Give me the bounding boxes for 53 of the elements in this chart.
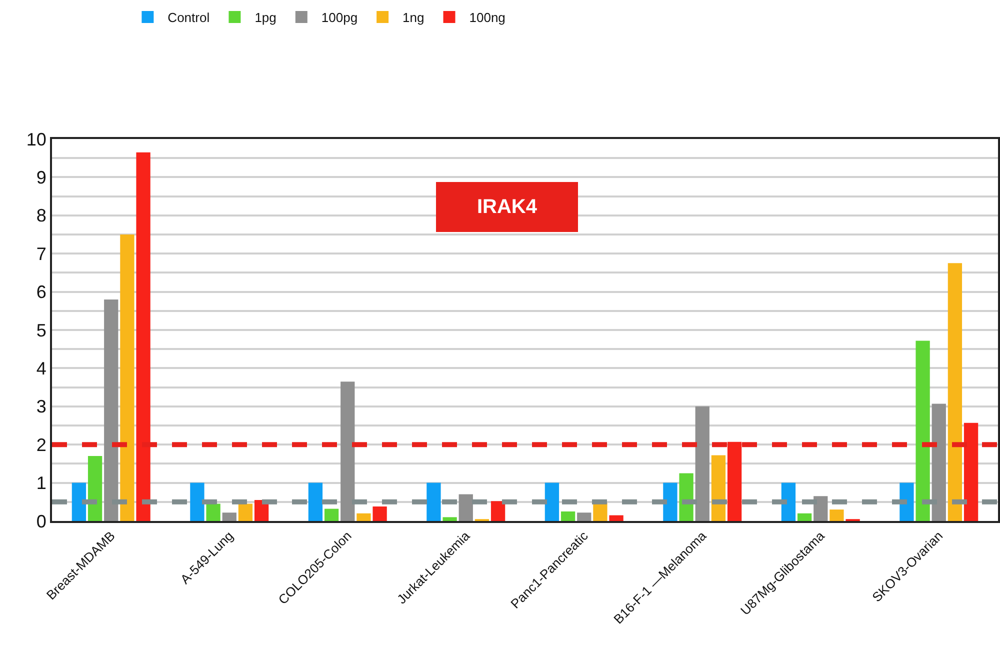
bar — [356, 513, 371, 521]
bar — [932, 404, 946, 521]
bar — [609, 515, 624, 521]
bar — [324, 508, 339, 521]
y-tick-label: 9 — [36, 168, 46, 188]
bar — [308, 482, 323, 521]
legend-label: 1pg — [254, 10, 276, 26]
y-tick-label: 3 — [36, 396, 46, 417]
y-tick-label: 2 — [36, 434, 46, 455]
bar — [695, 406, 710, 521]
y-tick-label: 7 — [36, 244, 46, 264]
bar — [442, 517, 457, 521]
legend-label: 100pg — [321, 10, 358, 26]
bar — [948, 263, 962, 521]
bar — [340, 382, 355, 521]
legend-label: 1ng — [402, 10, 424, 26]
bar — [900, 482, 914, 521]
y-tick-label: 0 — [36, 511, 46, 532]
bar — [797, 513, 812, 521]
bar — [814, 496, 828, 521]
y-tick-label: 1 — [36, 473, 46, 494]
y-tick-label: 10 — [26, 129, 46, 150]
y-tick-label: 5 — [36, 320, 46, 340]
bar — [544, 482, 560, 521]
bar — [88, 456, 102, 521]
bar — [663, 482, 678, 521]
bar — [372, 506, 387, 521]
bar — [458, 494, 473, 521]
bar — [206, 504, 220, 521]
bar — [830, 510, 844, 521]
bar — [577, 512, 592, 521]
bar — [190, 482, 204, 521]
y-tick-label: 4 — [36, 358, 46, 378]
bar — [104, 299, 118, 521]
bar — [120, 234, 134, 521]
bar — [679, 473, 694, 521]
bar — [426, 482, 441, 521]
bar — [781, 482, 796, 521]
bar — [136, 152, 150, 521]
bar — [711, 455, 726, 521]
bar — [727, 442, 742, 521]
bar — [222, 512, 236, 521]
bar — [916, 340, 930, 521]
bar — [238, 504, 253, 521]
legend-label: 100ng — [469, 10, 506, 26]
legend-label: Control — [168, 10, 210, 26]
bar — [490, 501, 506, 521]
bar — [72, 482, 86, 521]
label-badge: IRAK4 — [436, 182, 578, 232]
bar — [560, 511, 576, 521]
bar — [964, 422, 978, 521]
y-tick-label: 8 — [36, 206, 46, 226]
y-tick-label: 6 — [36, 282, 46, 302]
